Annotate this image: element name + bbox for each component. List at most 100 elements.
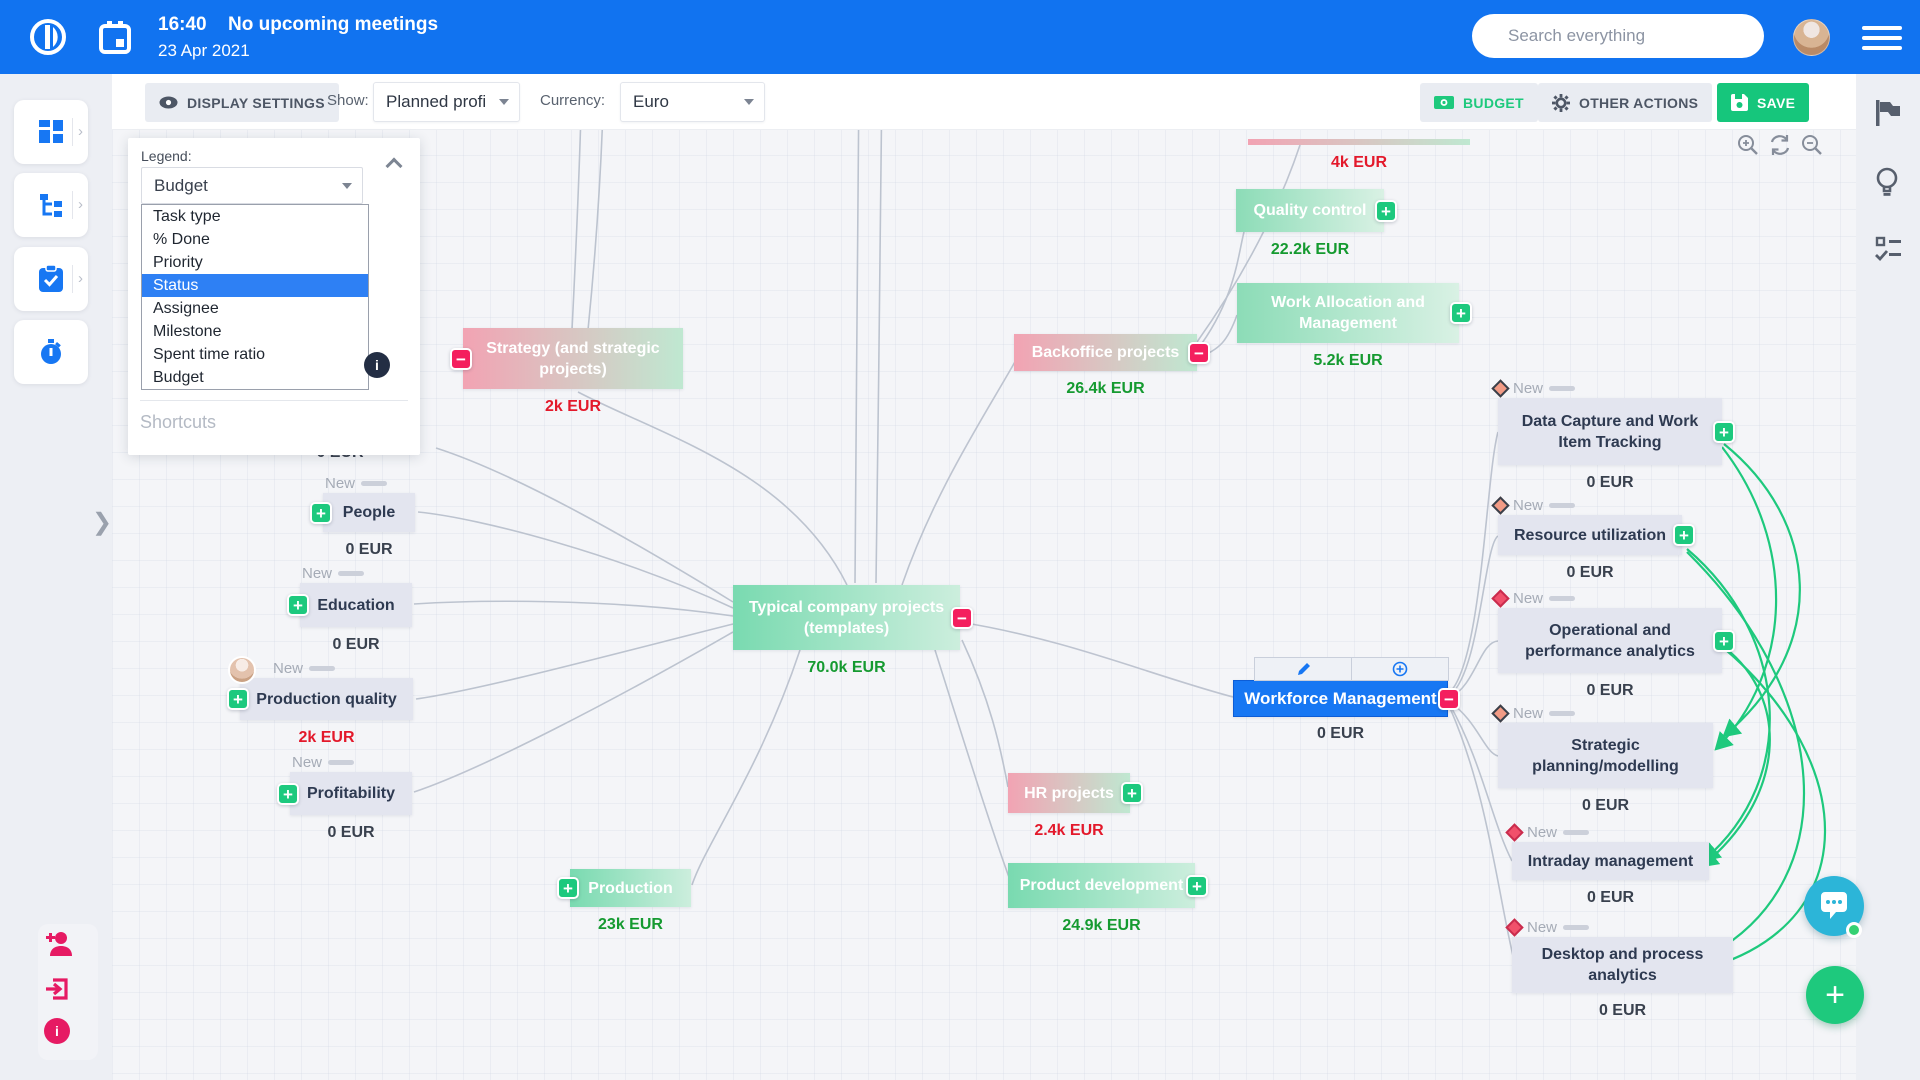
other-actions-button[interactable]: OTHER ACTIONS bbox=[1538, 83, 1713, 122]
node-workforce-management[interactable]: Workforce Management − 0 EUR bbox=[1233, 657, 1460, 742]
chevron-right-icon[interactable]: › bbox=[72, 265, 85, 293]
sidebar-item-tasks[interactable]: › bbox=[14, 247, 88, 311]
hamburger-menu-icon[interactable] bbox=[1862, 26, 1902, 52]
progress-dash bbox=[1549, 503, 1576, 508]
sidebar-expand-chevron-icon[interactable]: ❯ bbox=[92, 509, 113, 536]
legend-option-selected[interactable]: Status bbox=[142, 274, 368, 297]
sidebar-item-timer[interactable] bbox=[14, 320, 88, 384]
clipboard-check-icon bbox=[39, 264, 63, 292]
node-value: 0 EUR bbox=[1566, 564, 1614, 581]
node-resource-utilization[interactable]: New Resource utilization + 0 EUR bbox=[1491, 496, 1695, 581]
add-circle-button[interactable] bbox=[1351, 658, 1448, 680]
node-education[interactable]: New Education + 0 EUR bbox=[287, 565, 412, 653]
currency-select[interactable]: Euro bbox=[620, 82, 765, 122]
add-child-button[interactable]: + bbox=[310, 501, 332, 524]
legend-option[interactable]: % Done bbox=[153, 231, 210, 248]
dashboard-grid-icon bbox=[39, 120, 63, 143]
node-strategic-planning[interactable]: New Strategic planning/modelling 0 EUR bbox=[1491, 704, 1713, 814]
node-desktop-analytics[interactable]: New Desktop and process analytics 0 EUR bbox=[1505, 918, 1733, 1019]
app-logo-icon[interactable] bbox=[28, 17, 68, 57]
legend-select[interactable]: Budget bbox=[141, 167, 363, 204]
node-value: 0 EUR bbox=[327, 824, 375, 841]
node-value: 4k EUR bbox=[1330, 154, 1388, 171]
zoom-out-icon[interactable] bbox=[1801, 134, 1823, 156]
add-child-button[interactable]: + bbox=[287, 594, 309, 616]
node-hr-projects[interactable]: HR projects + 2.4k EUR bbox=[1008, 773, 1143, 839]
node-operational-analytics[interactable]: New Operational and performance analytic… bbox=[1491, 589, 1735, 699]
node-label: Data Capture and Work Item Tracking bbox=[1521, 412, 1699, 451]
info-icon[interactable]: i bbox=[364, 352, 390, 378]
node-label: Strategic planning/modelling bbox=[1532, 736, 1679, 775]
add-child-button[interactable]: + bbox=[1375, 199, 1397, 222]
collapse-button[interactable]: − bbox=[951, 606, 973, 629]
display-settings-button[interactable]: DISPLAY SETTINGS bbox=[145, 83, 339, 122]
legend-option[interactable]: Priority bbox=[153, 254, 203, 271]
legend-option[interactable]: Budget bbox=[153, 369, 204, 386]
exit-icon[interactable] bbox=[44, 976, 70, 1002]
node-backoffice-projects[interactable]: Backoffice projects − 26.4k EUR bbox=[1014, 334, 1210, 397]
node-intraday-management[interactable]: New Intraday management 0 EUR bbox=[1505, 823, 1709, 906]
add-child-button[interactable]: + bbox=[277, 782, 299, 805]
info-icon[interactable]: i bbox=[44, 1018, 70, 1044]
node-profitability[interactable]: New Profitability + 0 EUR bbox=[277, 754, 412, 841]
node-value: 0 EUR bbox=[1586, 474, 1634, 491]
flag-icon[interactable] bbox=[1874, 100, 1902, 126]
legend-option[interactable]: Assignee bbox=[153, 300, 219, 317]
save-button[interactable]: SAVE bbox=[1717, 83, 1810, 122]
node-strategy[interactable]: Strategy (and strategic projects) − 2k E… bbox=[450, 328, 683, 415]
sidebar-item-dashboard[interactable]: › bbox=[14, 100, 88, 164]
chevron-down-icon bbox=[342, 182, 352, 189]
sidebar-item-hierarchy[interactable]: › bbox=[14, 173, 88, 237]
node-edit-toolbar bbox=[1254, 657, 1449, 681]
budget-button[interactable]: BUDGET bbox=[1420, 83, 1538, 122]
progress-dash bbox=[1549, 386, 1576, 391]
node-production[interactable]: Production + 23k EUR bbox=[557, 869, 691, 933]
zoom-reset-icon[interactable] bbox=[1768, 134, 1792, 156]
chevron-right-icon[interactable]: › bbox=[72, 118, 85, 146]
node-quality-control[interactable]: Quality control + 22.2k EUR bbox=[1236, 189, 1397, 258]
collapse-panel-chevron-icon[interactable] bbox=[385, 157, 403, 175]
checklist-icon[interactable] bbox=[1874, 236, 1902, 262]
chevron-down-icon bbox=[744, 99, 754, 105]
add-child-button[interactable]: + bbox=[227, 688, 249, 710]
node-data-capture[interactable]: New Data Capture and Work Item Tracking … bbox=[1491, 379, 1735, 491]
node-people[interactable]: New People + 0 EUR bbox=[310, 475, 415, 558]
add-child-button[interactable]: + bbox=[1450, 302, 1472, 324]
shortcuts-heading: Shortcuts bbox=[140, 412, 217, 432]
legend-option[interactable]: Milestone bbox=[153, 323, 222, 340]
edit-pencil-button[interactable] bbox=[1255, 658, 1351, 680]
node-cut-by-toolbar[interactable]: 4k EUR bbox=[1248, 139, 1470, 171]
node-production-quality[interactable]: New Production quality + 2k EUR bbox=[227, 656, 413, 746]
add-child-button[interactable]: + bbox=[1713, 629, 1735, 652]
node-work-allocation[interactable]: Work Allocation and Management + 5.2k EU… bbox=[1237, 283, 1472, 369]
legend-option[interactable]: Spent time ratio bbox=[153, 346, 266, 363]
milestone-diamond-icon bbox=[1505, 823, 1524, 842]
legend-option[interactable]: Task type bbox=[153, 208, 221, 225]
status-badge-new: New bbox=[1505, 917, 1590, 938]
add-child-button[interactable]: + bbox=[1713, 420, 1735, 443]
show-select[interactable]: Planned profi bbox=[373, 82, 520, 122]
assignee-avatar[interactable] bbox=[228, 656, 256, 684]
chevron-right-icon[interactable]: › bbox=[72, 191, 85, 219]
add-node-fab[interactable]: + bbox=[1806, 966, 1864, 1024]
add-child-button[interactable]: + bbox=[1186, 874, 1208, 897]
zoom-in-icon[interactable] bbox=[1737, 134, 1759, 156]
node-typical-company-projects[interactable]: Typical company projects (templates) − 7… bbox=[733, 585, 973, 676]
node-value: 26.4k EUR bbox=[1066, 380, 1145, 397]
add-child-button[interactable]: + bbox=[1673, 524, 1695, 546]
collapse-button[interactable]: − bbox=[1188, 341, 1210, 364]
currency-label: Currency: bbox=[540, 92, 606, 109]
add-user-icon[interactable] bbox=[44, 930, 74, 958]
search-input[interactable] bbox=[1472, 14, 1764, 58]
add-child-button[interactable]: + bbox=[557, 877, 579, 899]
collapse-button[interactable]: − bbox=[450, 347, 472, 370]
user-avatar[interactable] bbox=[1793, 19, 1830, 56]
calendar-icon[interactable] bbox=[96, 18, 134, 56]
banknote-icon bbox=[1434, 96, 1454, 109]
node-label: HR projects bbox=[1024, 784, 1114, 802]
node-label: Typical company projects (templates) bbox=[748, 598, 945, 637]
collapse-button[interactable]: − bbox=[1438, 687, 1460, 710]
add-child-button[interactable]: + bbox=[1121, 782, 1143, 804]
node-product-development[interactable]: Product development + 24.9k EUR bbox=[1008, 863, 1208, 934]
lightbulb-icon[interactable] bbox=[1874, 166, 1900, 198]
